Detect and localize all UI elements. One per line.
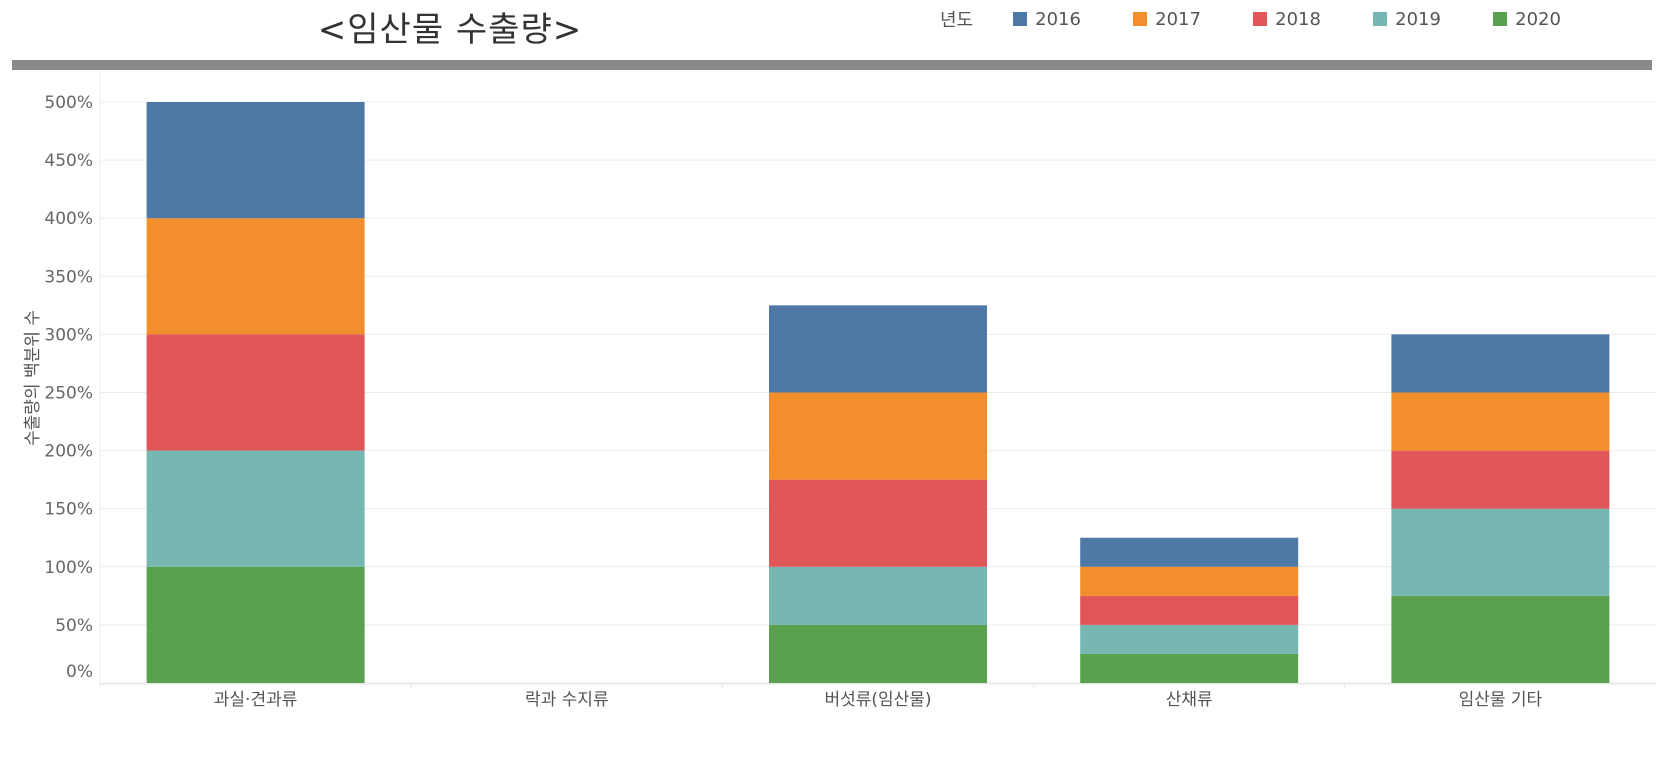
y-tick-label: 350%	[44, 267, 93, 287]
legend-label: 2018	[1275, 8, 1321, 30]
y-tick-label: 50%	[55, 616, 93, 636]
legend-label: 2016	[1035, 8, 1081, 30]
legend-item-2019[interactable]: 2019	[1373, 9, 1493, 30]
bar-segment-2018[interactable]	[146, 334, 365, 451]
bar-segment-2017[interactable]	[1080, 566, 1299, 596]
bar-segment-2017[interactable]	[146, 218, 365, 335]
x-category-label: 임산물 기타	[1459, 690, 1543, 710]
legend-label: 2019	[1395, 8, 1441, 30]
bar-segment-2018[interactable]	[1391, 450, 1610, 509]
legend-label: 2020	[1515, 8, 1561, 30]
bar-segment-2019[interactable]	[1080, 624, 1299, 654]
y-axis-ticks: 0% 50% 100% 150% 200% 250% 300% 350% 400% 450% 500…	[44, 93, 93, 682]
x-category-label: 버섯류(임산물)	[824, 690, 931, 710]
bar-segment-2016[interactable]	[769, 305, 987, 393]
legend-swatch	[1493, 12, 1508, 26]
legend-item-2017[interactable]: 2017	[1133, 9, 1253, 30]
bar-segment-2019[interactable]	[146, 450, 365, 567]
x-category-label: 과실·견과류	[214, 690, 298, 710]
legend-swatch	[1013, 12, 1028, 26]
y-tick-label: 100%	[44, 558, 93, 578]
legend-swatch	[1133, 12, 1148, 26]
y-tick-label: 200%	[44, 442, 93, 462]
y-tick-label: 500%	[44, 93, 93, 113]
y-tick-label: 0%	[66, 662, 93, 682]
bar-segment-2017[interactable]	[1391, 392, 1610, 451]
bar-segment-2016[interactable]	[1391, 334, 1610, 393]
bar-segment-2020[interactable]	[1391, 595, 1610, 683]
bar-segment-2016[interactable]	[146, 102, 365, 219]
y-tick-label: 400%	[44, 209, 93, 229]
legend-label: 2017	[1155, 8, 1201, 30]
bar-segment-2018[interactable]	[769, 479, 987, 567]
legend-item-2016[interactable]: 2016	[1013, 9, 1133, 30]
legend-item-2020[interactable]: 2020	[1493, 9, 1613, 30]
x-category-label: 락과 수지류	[525, 690, 609, 710]
bar-segment-2019[interactable]	[769, 566, 987, 625]
legend-items: 2016 2017 2018 2019 2020	[1013, 9, 1613, 30]
bar-segment-2020[interactable]	[146, 566, 365, 683]
legend-swatch	[1253, 12, 1268, 26]
legend-swatch	[1373, 12, 1388, 26]
legend-title: 년도	[940, 10, 974, 31]
bar-segment-2020[interactable]	[1080, 653, 1299, 683]
header-divider	[12, 60, 1652, 70]
y-tick-label: 450%	[44, 151, 93, 171]
legend: 년도 2016 2017 2018 2019 2020	[940, 4, 1613, 34]
bars	[146, 102, 1610, 683]
y-tick-label: 300%	[44, 325, 93, 345]
chart-title: <임산물 수출량>	[317, 10, 583, 50]
bar-segment-2016[interactable]	[1080, 537, 1299, 567]
y-axis-title: 수출량의 백분위 수	[23, 310, 43, 446]
bar-segment-2019[interactable]	[1391, 508, 1610, 596]
bar-segment-2018[interactable]	[1080, 595, 1299, 625]
x-category-label: 산채류	[1166, 690, 1213, 710]
y-tick-label: 250%	[44, 384, 93, 404]
legend-item-2018[interactable]: 2018	[1253, 9, 1373, 30]
y-tick-label: 150%	[44, 500, 93, 520]
bar-segment-2017[interactable]	[769, 392, 987, 480]
x-axis-categories: 과실·견과류 락과 수지류 버섯류(임산물) 산채류 임산물 기타	[214, 690, 1543, 710]
bar-segment-2020[interactable]	[769, 624, 987, 683]
